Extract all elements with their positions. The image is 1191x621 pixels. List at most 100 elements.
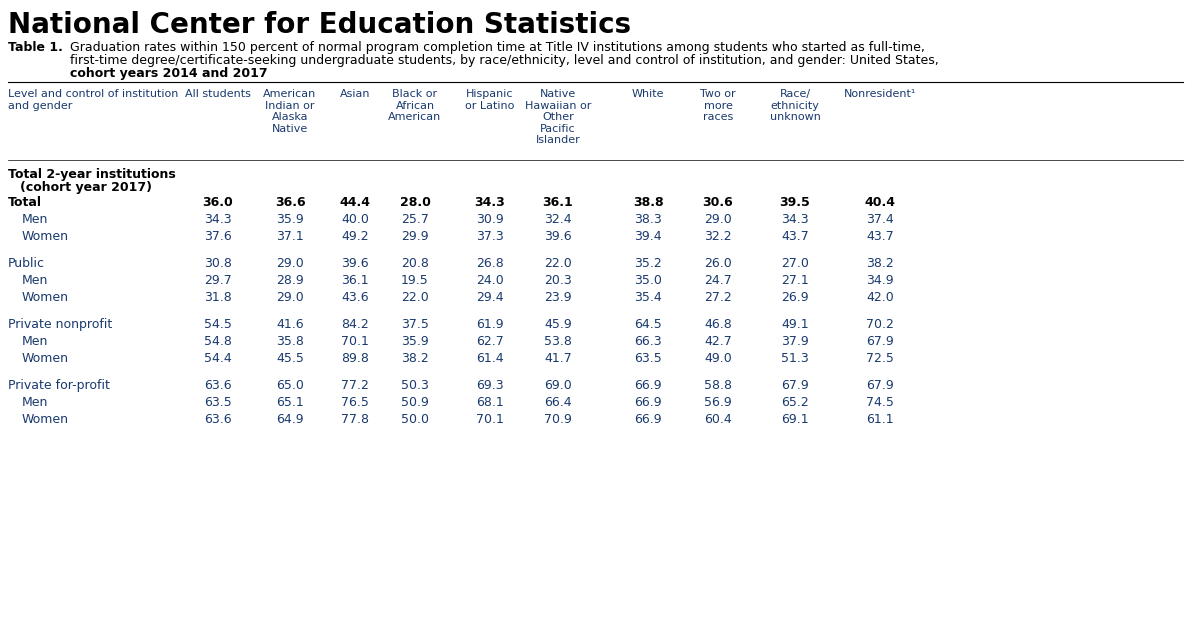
Text: 43.7: 43.7 [781,230,809,243]
Text: 60.4: 60.4 [704,413,732,426]
Text: American
Indian or
Alaska
Native: American Indian or Alaska Native [263,89,317,134]
Text: 49.1: 49.1 [781,318,809,331]
Text: 22.0: 22.0 [401,291,429,304]
Text: Hispanic
or Latino: Hispanic or Latino [466,89,515,111]
Text: (cohort year 2017): (cohort year 2017) [20,181,152,194]
Text: White: White [631,89,665,99]
Text: 49.0: 49.0 [704,352,732,365]
Text: Women: Women [21,413,69,426]
Text: 36.1: 36.1 [341,274,369,287]
Text: 63.5: 63.5 [634,352,662,365]
Text: 38.3: 38.3 [634,213,662,226]
Text: 65.1: 65.1 [276,396,304,409]
Text: 35.2: 35.2 [634,257,662,270]
Text: 39.4: 39.4 [634,230,662,243]
Text: 74.5: 74.5 [866,396,894,409]
Text: 26.8: 26.8 [476,257,504,270]
Text: 37.5: 37.5 [401,318,429,331]
Text: 30.9: 30.9 [476,213,504,226]
Text: 25.7: 25.7 [401,213,429,226]
Text: 49.2: 49.2 [341,230,369,243]
Text: 63.6: 63.6 [204,413,232,426]
Text: 76.5: 76.5 [341,396,369,409]
Text: 36.0: 36.0 [202,196,233,209]
Text: 50.9: 50.9 [401,396,429,409]
Text: Total: Total [8,196,42,209]
Text: 69.1: 69.1 [781,413,809,426]
Text: Total 2-year institutions: Total 2-year institutions [8,168,176,181]
Text: 68.1: 68.1 [476,396,504,409]
Text: 50.3: 50.3 [401,379,429,392]
Text: 72.5: 72.5 [866,352,894,365]
Text: 30.6: 30.6 [703,196,734,209]
Text: 34.3: 34.3 [204,213,232,226]
Text: 27.1: 27.1 [781,274,809,287]
Text: 34.3: 34.3 [781,213,809,226]
Text: 56.9: 56.9 [704,396,732,409]
Text: 32.2: 32.2 [704,230,731,243]
Text: 66.9: 66.9 [634,396,662,409]
Text: 26.9: 26.9 [781,291,809,304]
Text: 63.6: 63.6 [204,379,232,392]
Text: 36.6: 36.6 [275,196,305,209]
Text: 39.6: 39.6 [341,257,369,270]
Text: Men: Men [21,274,49,287]
Text: 69.0: 69.0 [544,379,572,392]
Text: Graduation rates within 150 percent of normal program completion time at Title I: Graduation rates within 150 percent of n… [70,41,925,54]
Text: 37.1: 37.1 [276,230,304,243]
Text: All students: All students [185,89,251,99]
Text: Private nonprofit: Private nonprofit [8,318,112,331]
Text: 77.8: 77.8 [341,413,369,426]
Text: 29.0: 29.0 [704,213,732,226]
Text: 35.9: 35.9 [276,213,304,226]
Text: 46.8: 46.8 [704,318,732,331]
Text: 44.4: 44.4 [339,196,370,209]
Text: 19.5: 19.5 [401,274,429,287]
Text: 39.6: 39.6 [544,230,572,243]
Text: Women: Women [21,352,69,365]
Text: Public: Public [8,257,45,270]
Text: 43.7: 43.7 [866,230,894,243]
Text: 22.0: 22.0 [544,257,572,270]
Text: 37.4: 37.4 [866,213,894,226]
Text: 29.4: 29.4 [476,291,504,304]
Text: 27.2: 27.2 [704,291,732,304]
Text: 40.0: 40.0 [341,213,369,226]
Text: 42.7: 42.7 [704,335,732,348]
Text: 29.9: 29.9 [401,230,429,243]
Text: 66.9: 66.9 [634,413,662,426]
Text: Black or
African
American: Black or African American [388,89,442,122]
Text: 54.5: 54.5 [204,318,232,331]
Text: 34.9: 34.9 [866,274,893,287]
Text: 39.5: 39.5 [780,196,810,209]
Text: Two or
more
races: Two or more races [700,89,736,122]
Text: Table 1.: Table 1. [8,41,63,54]
Text: Men: Men [21,335,49,348]
Text: 67.9: 67.9 [866,379,894,392]
Text: Private for-profit: Private for-profit [8,379,110,392]
Text: 23.9: 23.9 [544,291,572,304]
Text: 42.0: 42.0 [866,291,894,304]
Text: 41.6: 41.6 [276,318,304,331]
Text: 37.6: 37.6 [204,230,232,243]
Text: 43.6: 43.6 [341,291,369,304]
Text: 41.7: 41.7 [544,352,572,365]
Text: 40.4: 40.4 [865,196,896,209]
Text: Nonresident¹: Nonresident¹ [843,89,916,99]
Text: 30.8: 30.8 [204,257,232,270]
Text: 29.0: 29.0 [276,291,304,304]
Text: cohort years 2014 and 2017: cohort years 2014 and 2017 [70,67,268,80]
Text: 26.0: 26.0 [704,257,732,270]
Text: 65.0: 65.0 [276,379,304,392]
Text: 45.5: 45.5 [276,352,304,365]
Text: Men: Men [21,396,49,409]
Text: 28.9: 28.9 [276,274,304,287]
Text: Men: Men [21,213,49,226]
Text: 77.2: 77.2 [341,379,369,392]
Text: 69.3: 69.3 [476,379,504,392]
Text: 29.7: 29.7 [204,274,232,287]
Text: 70.1: 70.1 [476,413,504,426]
Text: 31.8: 31.8 [204,291,232,304]
Text: 84.2: 84.2 [341,318,369,331]
Text: 67.9: 67.9 [866,335,894,348]
